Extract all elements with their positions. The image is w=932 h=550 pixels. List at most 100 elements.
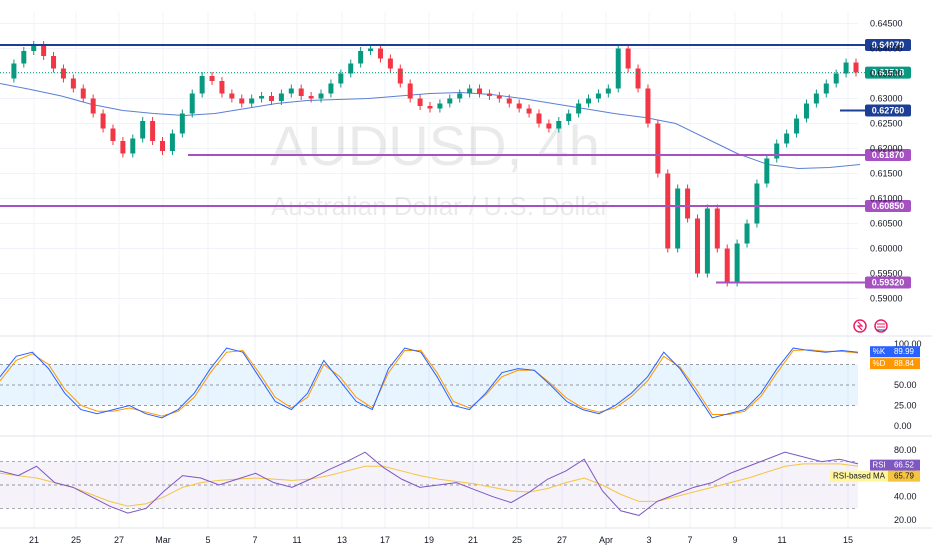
candle-body (358, 51, 364, 64)
candle-body (189, 93, 195, 114)
candle-body (31, 45, 37, 51)
candle-body (239, 98, 245, 104)
time-tick-label: 13 (337, 535, 347, 545)
stoch-k-tag (870, 346, 888, 358)
current-price-tag (865, 66, 911, 79)
stoch-tick-label: 100.00 (894, 339, 922, 349)
price-tick-label: 0.62500 (870, 119, 903, 129)
stoch-k-label: %K (873, 347, 886, 356)
stoch-tick-label: 0.00 (894, 421, 912, 431)
candle-body (70, 78, 76, 89)
candle-body (417, 98, 423, 106)
flag-icon[interactable] (874, 319, 888, 333)
horizontal-levels[interactable]: 0.64070 0.62760 0.61870 0.60850 0.59320 (0, 39, 911, 289)
time-tick-label: 11 (292, 535, 301, 545)
rsi-ma-label: RSI-based MA (833, 472, 886, 481)
candle-body (90, 98, 96, 114)
current-price-line: 0.63518 (0, 66, 911, 79)
price-tick-label: 0.64500 (870, 19, 903, 29)
level-label: 0.64070 (872, 40, 905, 50)
candle-body (51, 56, 57, 69)
candle-body (308, 96, 314, 99)
candle-body (268, 96, 274, 101)
price-grid (0, 12, 858, 528)
moving-average-line (0, 83, 861, 170)
candle-body (566, 113, 572, 121)
price-series (11, 41, 859, 287)
price-tick-label: 0.63000 (870, 94, 903, 104)
price-axis[interactable]: 0.64500 0.64000 0.63500 0.63000 0.62500 0.620… (870, 19, 903, 304)
alert-icon[interactable] (853, 319, 867, 333)
price-tick-label: 0.59000 (870, 294, 903, 304)
stoch-k-value: 89.99 (894, 347, 915, 356)
time-tick-label: 3 (646, 535, 651, 545)
candle-body (278, 93, 284, 101)
candle-body (130, 138, 136, 154)
candle-body (169, 133, 175, 151)
rsi-label: RSI (872, 461, 885, 470)
price-tick-label: 0.64000 (870, 44, 903, 54)
candle-body (714, 208, 720, 249)
candle-body (675, 188, 681, 249)
time-tick-label: 7 (252, 535, 257, 545)
time-tick-label: 21 (468, 535, 478, 545)
candle-body (595, 93, 601, 99)
candle-body (506, 98, 512, 104)
candle-body (100, 113, 106, 129)
rsi-tick-label: 80.00 (894, 445, 917, 455)
rsi-line (0, 451, 859, 517)
candle-body (734, 243, 740, 283)
level-tag (865, 39, 911, 51)
price-tick-label: 0.63500 (870, 69, 903, 79)
time-tick-label: 27 (557, 535, 567, 545)
stoch-k-value-tag (888, 346, 920, 358)
candle-body (536, 113, 542, 124)
time-tick-label: 25 (512, 535, 522, 545)
time-tick-label: 7 (687, 535, 692, 545)
candle-body (635, 68, 641, 89)
candle-body (120, 141, 126, 154)
candle-body (60, 68, 66, 79)
watermark-symbol: AUDUSD, 4h (270, 114, 600, 177)
time-tick-label: Mar (155, 535, 171, 545)
price-pane[interactable]: AUDUSD, 4h Australian Dollar / U.S. Doll… (0, 12, 911, 528)
candle-body (427, 106, 433, 109)
candle-body (259, 96, 265, 99)
candle-body (209, 76, 215, 81)
candle-body (605, 88, 611, 94)
level-label: 0.62760 (872, 106, 905, 116)
candle-body (655, 123, 661, 174)
candle-body (368, 48, 374, 51)
stoch-tick-label: 50.00 (894, 380, 917, 390)
candle-body (160, 141, 166, 151)
price-tick-label: 0.59500 (870, 269, 903, 279)
rsi-tick-label: 40.00 (894, 492, 917, 502)
candle-body (21, 51, 27, 64)
level-tag (865, 200, 911, 212)
rsi-ma-value: 65.79 (894, 472, 915, 481)
candle-body (496, 96, 502, 99)
candle-body (516, 103, 522, 109)
rsi-ma-value-tag (888, 470, 920, 482)
candle-body (823, 83, 829, 94)
rsi-ma-line (0, 463, 859, 507)
candle-body (754, 183, 760, 224)
price-tick-label: 0.60500 (870, 219, 903, 229)
candle-body (467, 88, 473, 94)
rsi-ma-tag (830, 470, 888, 482)
rsi-tag (870, 459, 888, 471)
stoch-k-line (0, 347, 859, 419)
time-tick-label: 9 (732, 535, 737, 545)
candle-body (457, 93, 463, 99)
time-axis[interactable]: 21 25 27 Mar 5 7 11 13 17 19 21 25 27 Apr 3 7 9 11 15 (29, 535, 853, 545)
candle-body (486, 93, 492, 96)
time-tick-label: 25 (71, 535, 81, 545)
candle-body (179, 113, 185, 134)
candle-body (645, 88, 651, 124)
candle-body (298, 88, 304, 96)
time-tick-label: 5 (205, 535, 210, 545)
